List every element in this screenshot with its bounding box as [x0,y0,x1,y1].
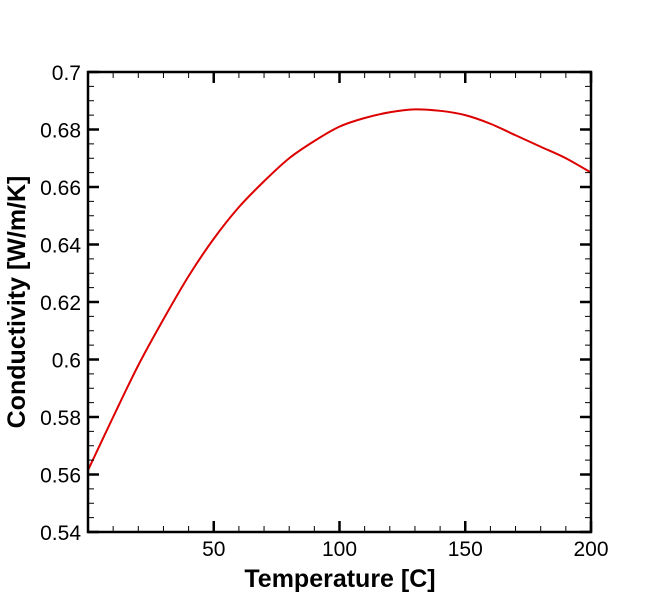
y-tick-label: 0.6 [52,350,81,373]
conductivity-line [87,108,592,471]
y-tick-label: 0.68 [40,120,81,143]
minor-ticks [87,71,592,533]
x-tick-label: 200 [573,538,608,561]
x-tick-label: 150 [448,538,483,561]
y-tick-label: 0.66 [40,177,81,200]
y-tick-label: 0.58 [40,407,81,430]
y-axis-tick-labels: 0.54 0.56 0.58 0.6 0.62 0.64 0.66 0.68 0.7 [40,62,81,545]
x-tick-label: 100 [322,538,357,561]
y-axis-title: Conductivity [W/m/K] [3,176,31,429]
y-tick-label: 0.62 [40,292,81,315]
y-tick-label: 0.56 [40,465,81,488]
y-tick-label: 0.54 [40,522,81,545]
x-axis-tick-labels: 50 100 150 200 [202,538,608,561]
major-ticks [88,70,593,534]
y-tick-label: 0.7 [52,62,81,85]
plot-area [87,108,592,471]
plot-frame [86,70,593,534]
x-tick-label: 50 [202,538,225,561]
x-axis-title: Temperature [C] [244,565,435,593]
y-tick-label: 0.64 [40,235,81,258]
